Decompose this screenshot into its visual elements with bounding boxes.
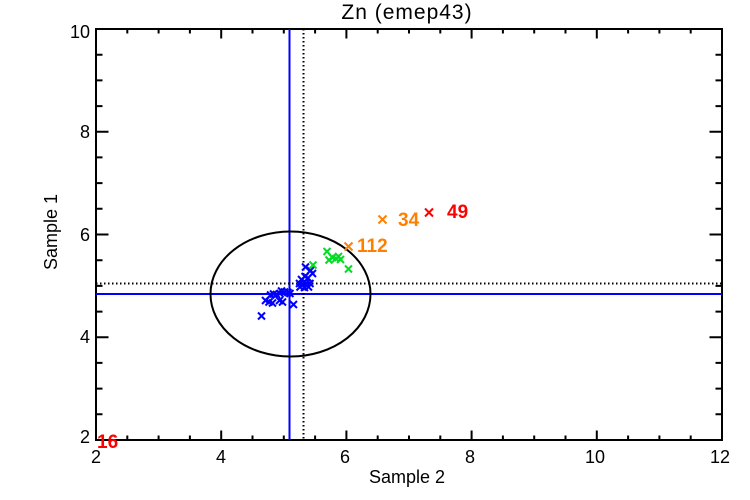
svg-text:4: 4 (216, 447, 226, 467)
svg-text:16: 16 (97, 432, 118, 453)
svg-text:Sample 2: Sample 2 (369, 467, 445, 487)
svg-text:Zn (emep43): Zn (emep43) (341, 1, 472, 24)
svg-text:6: 6 (340, 447, 350, 467)
svg-text:49: 49 (447, 202, 468, 223)
svg-text:8: 8 (465, 447, 475, 467)
svg-text:34: 34 (398, 210, 420, 231)
svg-text:Sample 1: Sample 1 (41, 194, 61, 270)
svg-text:6: 6 (80, 225, 90, 245)
svg-text:10: 10 (70, 22, 90, 42)
svg-text:12: 12 (710, 447, 730, 467)
svg-text:4: 4 (80, 327, 90, 347)
svg-text:2: 2 (91, 447, 101, 467)
svg-text:112: 112 (357, 236, 388, 257)
svg-text:8: 8 (80, 122, 90, 142)
svg-text:10: 10 (585, 447, 605, 467)
svg-text:2: 2 (80, 427, 90, 447)
